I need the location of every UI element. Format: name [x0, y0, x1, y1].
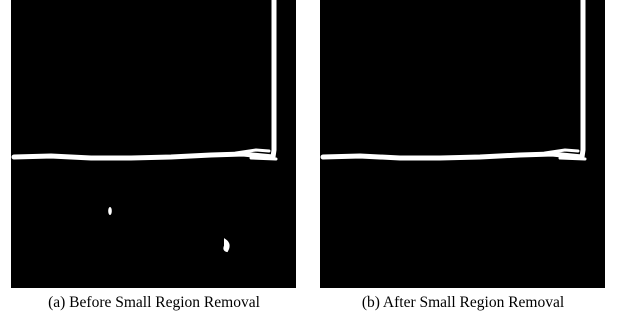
- mask-after: [320, 0, 605, 288]
- page: (a) Before Small Region Removal (b) Afte…: [0, 0, 620, 319]
- caption: (b) After Small Region Removal: [308, 294, 618, 312]
- caption: (a) Before Small Region Removal: [0, 294, 309, 312]
- mask-before: [11, 0, 296, 288]
